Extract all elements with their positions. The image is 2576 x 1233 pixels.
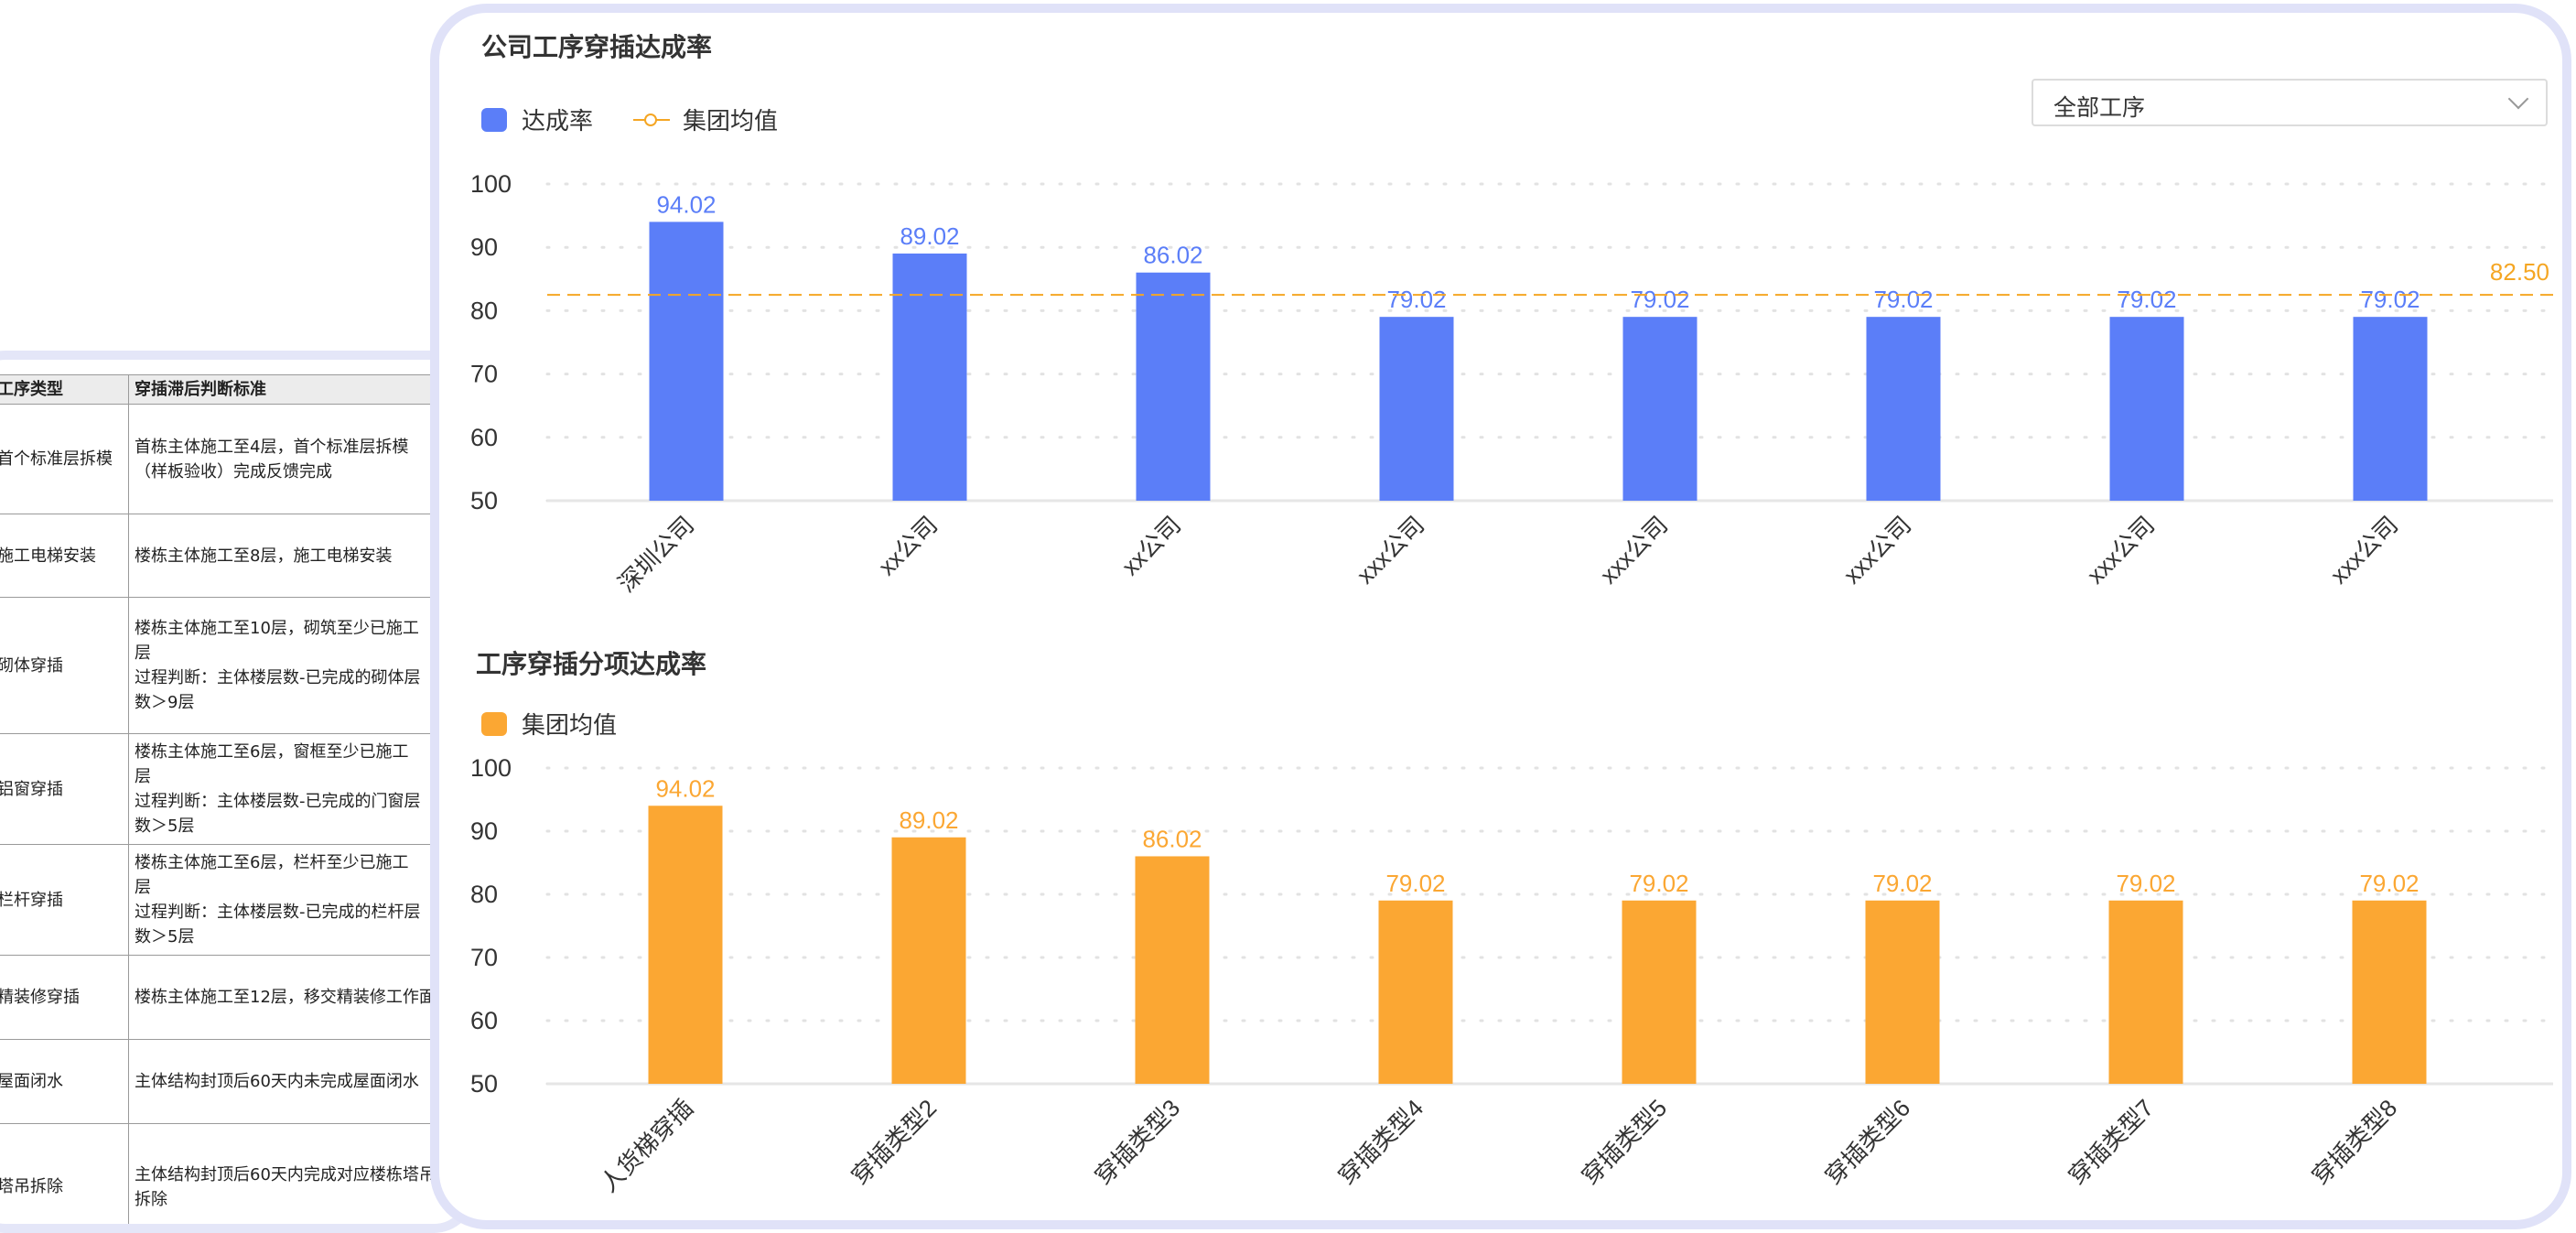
x-category-label: 穿插类型7 xyxy=(2063,1094,2159,1190)
legend-avg-swatch xyxy=(481,711,507,736)
bar-value-label: 79.02 xyxy=(2360,286,2420,313)
criteria-cell: 主体结构封顶后60天内完成对应楼栋塔吊 拆除 xyxy=(128,1123,467,1224)
header-criteria: 穿插滞后判断标准 xyxy=(128,374,467,405)
criteria-cell: 楼栋主体施工至8层，施工电梯安装 xyxy=(128,514,467,598)
y-tick-label: 100 xyxy=(470,754,512,782)
company-rate-chart: 50 60 70 80 90 100 94.02 89.02 86.02 79.02 79.02 79… xyxy=(470,170,2555,598)
bar-value-label: 89.02 xyxy=(899,806,958,834)
y-tick-label: 80 xyxy=(470,297,498,324)
y-tick-label: 90 xyxy=(470,817,498,845)
bar xyxy=(2108,900,2183,1084)
bar xyxy=(2109,317,2184,501)
process-type-cell: 塔吊拆除 xyxy=(0,1123,129,1224)
bar xyxy=(1378,900,1453,1084)
bar-value-label: 79.02 xyxy=(2117,286,2176,313)
y-tick-label: 80 xyxy=(470,881,498,908)
bar-value-label: 79.02 xyxy=(1630,286,1689,313)
bar-value-label: 94.02 xyxy=(656,190,716,218)
bar xyxy=(1865,900,1940,1084)
process-filter-value: 全部工序 xyxy=(2053,94,2146,121)
bar xyxy=(891,837,966,1084)
company-chart-legend: 达成率 集团均值 xyxy=(481,103,778,136)
criteria-cell: 楼栋主体施工至10层，砌筑至少已施工 层 过程判断：主体楼层数-已完成的砌体层 … xyxy=(128,597,467,734)
group-average-label: 82.50 xyxy=(2490,258,2549,286)
criteria-cell: 楼栋主体施工至6层，栏杆至少已施工 层 过程判断：主体楼层数-已完成的栏杆层 数… xyxy=(128,844,467,956)
process-filter-select[interactable]: 全部工序 xyxy=(2032,79,2548,126)
x-category-label: 穿插类型5 xyxy=(1576,1094,1672,1190)
bar xyxy=(2353,317,2428,501)
y-tick-label: 60 xyxy=(470,1007,498,1034)
table-row: 施工电梯安装 楼栋主体施工至8层，施工电梯安装 xyxy=(0,514,467,598)
criteria-cell: 楼栋主体施工至12层，移交精装修工作面 xyxy=(128,955,467,1040)
x-category-label: 穿插类型8 xyxy=(2306,1094,2402,1190)
bar-value-label: 79.02 xyxy=(1385,870,1445,897)
y-tick-label: 90 xyxy=(470,233,498,261)
criteria-table: 工序类型 穿插滞后判断标准 首个标准层拆模 首栋主体施工至4层，首个标准层拆模 … xyxy=(0,374,467,1224)
y-tick-label: 100 xyxy=(470,170,512,198)
bar-value-label: 79.02 xyxy=(2359,870,2419,897)
process-type-cell: 首个标准层拆模 xyxy=(0,404,129,514)
table-header-row: 工序类型 穿插滞后判断标准 xyxy=(0,374,467,405)
process-type-cell: 屋面闭水 xyxy=(0,1039,129,1124)
process-type-cell: 铝窗穿插 xyxy=(0,733,129,845)
x-category-label: 穿插类型3 xyxy=(1089,1094,1185,1190)
criteria-cell: 主体结构封顶后60天内未完成屋面闭水 xyxy=(128,1039,467,1124)
legend-avg-line-icon xyxy=(633,111,671,129)
bar-value-label: 79.02 xyxy=(2116,870,2175,897)
bar xyxy=(1135,856,1210,1084)
bar-value-label: 86.02 xyxy=(1142,825,1202,852)
y-tick-label: 60 xyxy=(470,424,498,451)
bar xyxy=(1622,900,1697,1084)
bar xyxy=(1622,317,1698,501)
legend-rate-swatch xyxy=(481,107,507,132)
y-tick-label: 70 xyxy=(470,361,498,388)
achievement-rate-card: 公司工序穿插达成率 达成率 集团均值 全部工序 50 60 70 80 90 100 94.… xyxy=(430,4,2571,1229)
table-row: 精装修穿插 楼栋主体施工至12层，移交精装修工作面 xyxy=(0,955,467,1040)
table-row: 砌体穿插 楼栋主体施工至10层，砌筑至少已施工 层 过程判断：主体楼层数-已完成… xyxy=(0,597,467,734)
bar xyxy=(1866,317,1941,501)
bar-value-label: 79.02 xyxy=(1629,870,1688,897)
bar xyxy=(1136,272,1211,501)
bar xyxy=(648,806,723,1084)
bar-value-label: 79.02 xyxy=(1873,286,1933,313)
bar xyxy=(2352,900,2427,1084)
bar-value-label: 94.02 xyxy=(655,774,715,802)
bar-value-label: 86.02 xyxy=(1143,242,1202,269)
process-type-cell: 砌体穿插 xyxy=(0,597,129,734)
header-process-type: 工序类型 xyxy=(0,374,129,405)
item-rate-chart: 50 60 70 80 90 100 94.02 89.02 86.02 79.02 79.02 79… xyxy=(470,754,2555,1197)
y-tick-label: 50 xyxy=(470,487,498,514)
table-row: 屋面闭水 主体结构封顶后60天内未完成屋面闭水 xyxy=(0,1039,467,1124)
x-category-label: 人货梯穿插 xyxy=(595,1094,698,1197)
bar-value-label: 79.02 xyxy=(1386,286,1446,313)
bar xyxy=(649,222,724,502)
process-type-cell: 栏杆穿插 xyxy=(0,844,129,956)
bar xyxy=(1379,317,1454,501)
item-chart-title: 工序穿插分项达成率 xyxy=(476,649,707,679)
y-tick-label: 50 xyxy=(470,1070,498,1098)
y-tick-label: 70 xyxy=(470,944,498,971)
x-category-label: 穿插类型2 xyxy=(846,1094,942,1190)
x-category-label: 穿插类型6 xyxy=(1819,1094,1915,1190)
item-chart-legend: 集团均值 xyxy=(481,707,617,741)
legend-item-avg-label: 集团均值 xyxy=(522,712,618,740)
criteria-table-card: 工序类型 穿插滞后判断标准 首个标准层拆模 首栋主体施工至4层，首个标准层拆模 … xyxy=(0,351,476,1233)
table-row: 首个标准层拆模 首栋主体施工至4层，首个标准层拆模 （样板验收）完成反馈完成 xyxy=(0,404,467,514)
criteria-cell: 首栋主体施工至4层，首个标准层拆模 （样板验收）完成反馈完成 xyxy=(128,404,467,514)
legend-avg-label: 集团均值 xyxy=(683,108,779,135)
criteria-cell: 楼栋主体施工至6层，窗框至少已施工 层 过程判断：主体楼层数-已完成的门窗层 数… xyxy=(128,733,467,845)
bar-value-label: 79.02 xyxy=(1872,870,1932,897)
table-row: 栏杆穿插 楼栋主体施工至6层，栏杆至少已施工 层 过程判断：主体楼层数-已完成的… xyxy=(0,844,467,956)
table-row: 铝窗穿插 楼栋主体施工至6层，窗框至少已施工 层 过程判断：主体楼层数-已完成的… xyxy=(0,733,467,845)
process-type-cell: 精装修穿插 xyxy=(0,955,129,1040)
legend-rate-label: 达成率 xyxy=(522,108,594,135)
process-type-cell: 施工电梯安装 xyxy=(0,514,129,598)
x-category-label: 穿插类型4 xyxy=(1332,1094,1428,1190)
table-row: 塔吊拆除 主体结构封顶后60天内完成对应楼栋塔吊 拆除 xyxy=(0,1123,467,1224)
bar-value-label: 89.02 xyxy=(900,222,959,250)
company-chart-title: 公司工序穿插达成率 xyxy=(481,32,713,62)
